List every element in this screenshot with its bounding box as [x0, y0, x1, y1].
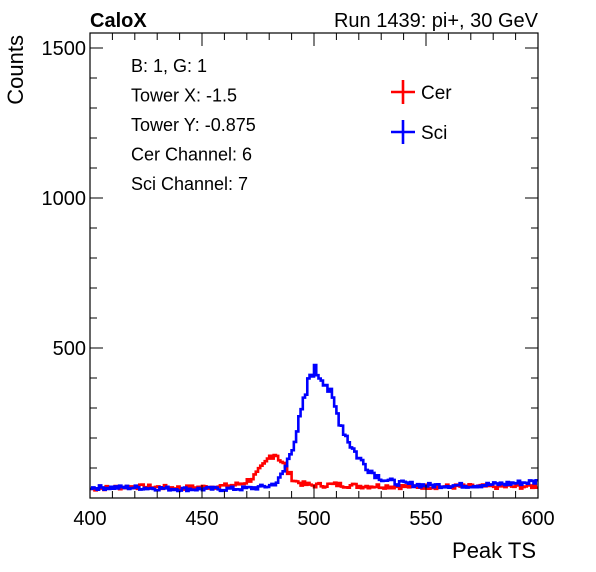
info-line: Cer Channel: 6: [131, 145, 252, 165]
x-axis-label: Peak TS: [452, 538, 536, 563]
info-box: B: 1, G: 1 Tower X: -1.5 Tower Y: -0.875 Ce…: [131, 56, 256, 194]
x-axis: 400 450 500 550 600: [73, 33, 555, 530]
x-tick-label: 400: [73, 508, 106, 530]
info-line: Tower X: -1.5: [131, 86, 237, 106]
x-tick-label: 450: [185, 508, 218, 530]
legend: Cer Sci: [391, 80, 452, 144]
plot-area: [90, 363, 538, 493]
x-tick-label: 500: [297, 508, 330, 530]
x-tick-label: 600: [521, 508, 554, 530]
y-tick-label: 1000: [42, 188, 87, 210]
header-right: Run 1439: pi+, 30 GeV: [334, 10, 539, 32]
series-line-sci: [90, 363, 538, 493]
y-axis-label: Counts: [3, 35, 28, 105]
info-line: B: 1, G: 1: [131, 56, 207, 76]
legend-label-sci: Sci: [421, 123, 447, 144]
legend-label-cer: Cer: [421, 83, 452, 104]
x-tick-label: 550: [409, 508, 442, 530]
header-left: CaloX: [90, 10, 147, 32]
info-line: Tower Y: -0.875: [131, 115, 256, 135]
y-tick-label: 500: [53, 338, 86, 360]
y-axis: 500 1000 1500: [42, 38, 538, 499]
info-line: Sci Channel: 7: [131, 174, 248, 194]
y-tick-label: 1500: [42, 38, 87, 60]
